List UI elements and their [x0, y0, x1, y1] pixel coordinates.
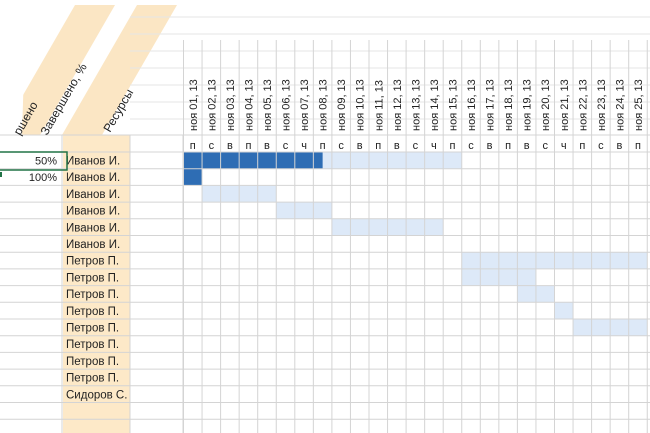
weekday-cell[interactable]: ч — [561, 140, 567, 152]
resource-cell[interactable]: Иванов И. — [66, 189, 120, 201]
date-header-cell[interactable]: ноя 06, 13 — [281, 79, 293, 131]
date-header-cell[interactable]: ноя 18, 13 — [503, 79, 515, 131]
header-band — [0, 5, 115, 135]
weekday-cell[interactable]: с — [209, 140, 215, 152]
resource-cell[interactable]: Иванов И. — [66, 156, 120, 168]
weekday-cell[interactable]: п — [635, 140, 641, 152]
date-header-cell[interactable]: ноя 19, 13 — [522, 79, 534, 131]
resource-cell[interactable]: Петров П. — [66, 289, 119, 301]
date-header-cell[interactable]: ноя 15, 13 — [447, 79, 459, 131]
weekday-cell[interactable]: в — [394, 140, 400, 152]
resource-cell[interactable]: Петров П. — [66, 356, 119, 368]
date-header-cell[interactable]: ноя 24, 13 — [614, 79, 626, 131]
weekday-cell[interactable]: п — [579, 140, 585, 152]
resource-column: Иванов И. Иванов И. Иванов И. Иванов И. Иван… — [66, 156, 127, 402]
resource-column-fill — [63, 135, 130, 433]
date-header-cell[interactable]: ноя 20, 13 — [540, 79, 552, 131]
date-header-cell[interactable]: ноя 17, 13 — [485, 79, 497, 131]
date-header-cell[interactable]: ноя 01, 13 — [188, 79, 200, 131]
weekday-cell[interactable]: с — [338, 140, 344, 152]
resource-cell[interactable]: Сидоров С. — [66, 389, 127, 401]
resource-cell[interactable]: Петров П. — [66, 323, 119, 335]
date-header-cell[interactable]: ноя 09, 13 — [336, 79, 348, 131]
task-bar-plan[interactable] — [554, 302, 574, 319]
date-header-cell[interactable]: ноя 14, 13 — [429, 79, 441, 131]
weekday-cell[interactable]: ч — [431, 140, 437, 152]
date-header-cell[interactable]: ноя 11, 13 — [373, 80, 385, 131]
date-header-row: ноя 01, 13 ноя 02, 13 ноя 03, 13 ноя 04, 13… — [188, 79, 645, 131]
date-header-cell[interactable]: ноя 13, 13 — [410, 79, 422, 131]
date-header-cell[interactable]: ноя 04, 13 — [243, 79, 255, 131]
weekday-cell[interactable]: п — [320, 140, 326, 152]
weekday-cell[interactable]: п — [190, 140, 196, 152]
weekday-cell[interactable]: с — [598, 140, 604, 152]
weekday-cell[interactable]: в — [264, 140, 270, 152]
date-header-cell[interactable]: ноя 25, 13 — [633, 79, 645, 131]
resource-cell[interactable]: Петров П. — [66, 339, 119, 351]
date-header-cell[interactable]: ноя 22, 13 — [577, 79, 589, 131]
percent-cell[interactable]: 100% — [29, 172, 57, 184]
date-header-cell[interactable]: ноя 21, 13 — [559, 79, 571, 131]
date-header-cell[interactable]: ноя 02, 13 — [206, 79, 218, 131]
weekday-cell[interactable]: ч — [301, 140, 307, 152]
date-header-cell[interactable]: ноя 10, 13 — [355, 79, 367, 131]
resource-cell[interactable]: Иванов И. — [66, 239, 120, 251]
weekday-cell[interactable]: в — [524, 140, 530, 152]
date-header-cell[interactable]: ноя 03, 13 — [225, 79, 237, 131]
resource-cell[interactable]: Петров П. — [66, 306, 119, 318]
date-header-cell[interactable]: ноя 12, 13 — [392, 79, 404, 131]
weekday-cell[interactable]: в — [617, 140, 623, 152]
resource-cell[interactable]: Петров П. — [66, 373, 119, 385]
task-bar-done[interactable] — [183, 168, 203, 186]
selection-border[interactable] — [0, 151, 68, 171]
date-header-cell[interactable]: ноя 16, 13 — [466, 79, 478, 131]
weekday-cell[interactable]: в — [357, 140, 363, 152]
weekday-cell[interactable]: с — [413, 140, 419, 152]
selection-handle[interactable] — [0, 172, 2, 177]
weekday-cell[interactable]: п — [245, 140, 251, 152]
gantt-bars — [183, 152, 648, 336]
weekday-cell[interactable]: с — [468, 140, 474, 152]
header-band-gap — [0, 5, 62, 135]
resource-cell[interactable]: Иванов И. — [66, 222, 120, 234]
resource-cell[interactable]: Петров П. — [66, 272, 119, 284]
weekday-cell[interactable]: п — [449, 140, 455, 152]
resource-cell[interactable]: Иванов И. — [66, 172, 120, 184]
weekday-cell[interactable]: в — [227, 140, 233, 152]
percent-cell[interactable]: 50% — [35, 156, 57, 168]
resource-fill — [63, 135, 130, 433]
header-diagonal-bands — [0, 5, 177, 135]
date-header-cell[interactable]: ноя 08, 13 — [318, 79, 330, 131]
weekday-cell[interactable]: с — [542, 140, 548, 152]
task-bar-done[interactable] — [183, 152, 323, 169]
resource-cell[interactable]: Петров П. — [66, 256, 119, 268]
weekday-cell[interactable]: в — [487, 140, 493, 152]
date-header-cell[interactable]: ноя 07, 13 — [299, 79, 311, 131]
weekday-cell[interactable]: п — [505, 140, 511, 152]
resource-cell[interactable]: Иванов И. — [66, 206, 120, 218]
percent-column: 50% 100% — [29, 156, 57, 185]
date-header-cell[interactable]: ноя 23, 13 — [596, 79, 608, 131]
grid-lines — [0, 16, 650, 433]
weekday-cell[interactable]: п — [375, 140, 381, 152]
weekday-cell[interactable]: с — [283, 140, 289, 152]
header-band — [62, 5, 177, 135]
date-header-cell[interactable]: ноя 05, 13 — [262, 79, 274, 131]
task-bar-plan[interactable] — [276, 202, 332, 219]
